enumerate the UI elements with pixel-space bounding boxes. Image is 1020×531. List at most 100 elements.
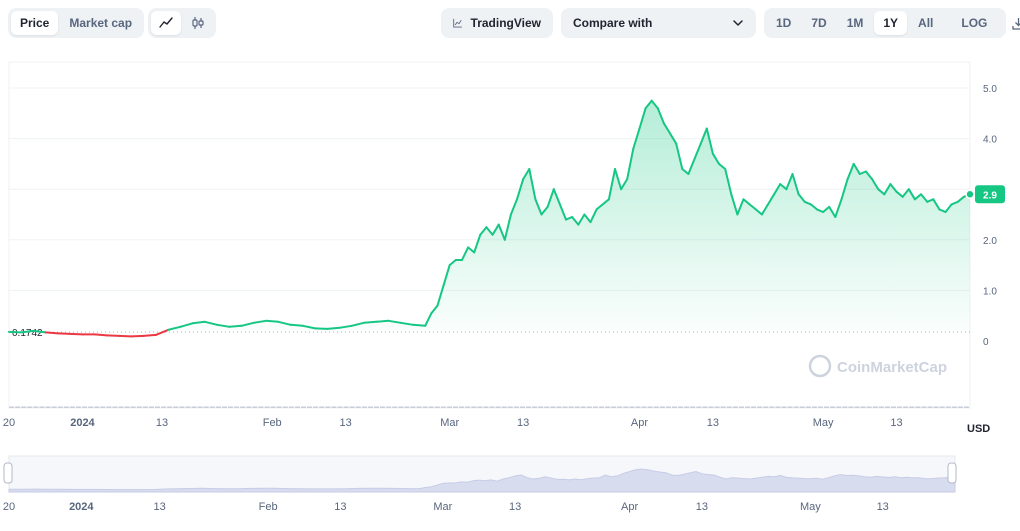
volume-bar: [957, 406, 963, 408]
tradingview-label: TradingView: [470, 16, 541, 30]
navigator-tick-label: 13: [154, 501, 166, 513]
volume-bar: [963, 406, 969, 408]
volume-bar: [380, 406, 386, 408]
navigator-tick-label: May: [800, 501, 821, 513]
volume-bar: [702, 406, 708, 408]
navigator-tick-label: 20: [3, 501, 15, 513]
price-line-segment: [662, 122, 672, 135]
price-line-segment: [846, 162, 855, 181]
compare-with-label: Compare with: [573, 16, 653, 30]
volume-bar: [337, 406, 343, 408]
price-line-segment: [105, 334, 121, 337]
price-line-segment: [118, 334, 133, 338]
volume-bar: [325, 406, 331, 408]
volume-bar: [428, 406, 434, 408]
chevron-down-icon: [733, 20, 743, 26]
volume-bar: [477, 406, 483, 408]
volume-bar: [599, 406, 605, 408]
volume-bar: [349, 406, 355, 408]
volume-bar: [221, 406, 227, 408]
volume-bar: [830, 406, 836, 408]
range-toggle: 1D 7D 1M 1Y All LOG: [764, 8, 1020, 38]
volume-bar: [538, 406, 544, 408]
price-line-segment: [791, 173, 800, 196]
x-tick-label: 13: [517, 417, 529, 429]
navigator-handle-right[interactable]: [947, 462, 957, 484]
volume-bar: [57, 406, 63, 408]
price-line-segment: [479, 226, 488, 236]
price-line-segment: [913, 193, 922, 201]
price-line-segment: [748, 203, 757, 211]
volume-bar: [720, 406, 726, 408]
range-1d-button[interactable]: 1D: [776, 16, 792, 30]
price-line-segment: [528, 168, 537, 201]
volume-bar: [228, 406, 234, 408]
volume-bar: [63, 406, 69, 408]
market-cap-tab[interactable]: Market cap: [69, 16, 133, 30]
line-chart-icon[interactable]: [151, 11, 181, 35]
tradingview-button[interactable]: TradingView: [441, 8, 553, 38]
volume-bar: [927, 406, 933, 408]
price-line-segment: [350, 321, 365, 327]
volume-bar: [124, 406, 130, 408]
navigator-tick-label: Mar: [433, 501, 452, 513]
volume-bar: [854, 406, 860, 408]
range-1m-button[interactable]: 1M: [846, 16, 864, 30]
x-tick-label: 13: [890, 417, 902, 429]
volume-bar: [817, 406, 823, 408]
x-tick-label: Apr: [631, 417, 648, 429]
volume-bar: [945, 406, 951, 408]
price-line-segment: [724, 168, 733, 196]
price-line-segment: [779, 183, 788, 191]
volume-bar: [45, 406, 51, 408]
log-scale-button[interactable]: LOG: [961, 16, 988, 30]
volume-bar: [532, 406, 538, 408]
range-1y-button[interactable]: 1Y: [874, 11, 908, 35]
chart-type-toggle: [148, 8, 216, 38]
volume-bar: [459, 406, 465, 408]
volume-bar: [690, 406, 696, 408]
x-tick-label: 20: [3, 417, 15, 429]
volume-bar: [404, 406, 410, 408]
price-line-segment: [785, 173, 794, 191]
compare-with-dropdown[interactable]: Compare with: [561, 8, 756, 38]
volume-bar: [288, 406, 294, 408]
volume-bar: [513, 406, 519, 408]
price-line-segment: [956, 195, 965, 203]
navigator-tick-label: 13: [696, 501, 708, 513]
volume-bar: [684, 406, 690, 408]
price-line-segment: [742, 198, 751, 206]
download-icon[interactable]: [1006, 11, 1020, 35]
range-all-button[interactable]: All: [918, 16, 934, 30]
price-line-segment: [828, 205, 837, 218]
price-line-segment: [69, 332, 84, 336]
price-line-segment: [577, 213, 586, 226]
price-line-segment: [638, 107, 647, 130]
volume-bar: [738, 406, 744, 408]
price-area: [9, 100, 970, 333]
navigator-handle-left[interactable]: [3, 462, 13, 484]
price-line-segment: [252, 319, 268, 324]
coinmarketcap-watermark: CoinMarketCap: [808, 354, 947, 378]
volume-bar: [112, 406, 118, 408]
volume-bar: [246, 406, 252, 408]
price-line-segment: [669, 132, 678, 145]
volume-bar: [611, 406, 617, 408]
price-line-segment: [424, 312, 433, 327]
price-line-segment: [589, 208, 598, 224]
price-tab[interactable]: Price: [11, 11, 59, 35]
price-line-segment: [448, 259, 457, 267]
range-7d-button[interactable]: 7D: [811, 16, 827, 30]
volume-bar: [361, 406, 367, 408]
volume-bar: [781, 406, 787, 408]
price-line-segment: [809, 203, 818, 211]
candlestick-icon[interactable]: [183, 11, 213, 35]
price-line-segment: [626, 147, 635, 181]
volume-bar: [696, 406, 702, 408]
volume-bar: [21, 406, 27, 408]
volume-bar: [161, 406, 167, 408]
volume-bar: [282, 406, 288, 408]
volume-bar: [343, 406, 349, 408]
volume-bar: [921, 406, 927, 408]
